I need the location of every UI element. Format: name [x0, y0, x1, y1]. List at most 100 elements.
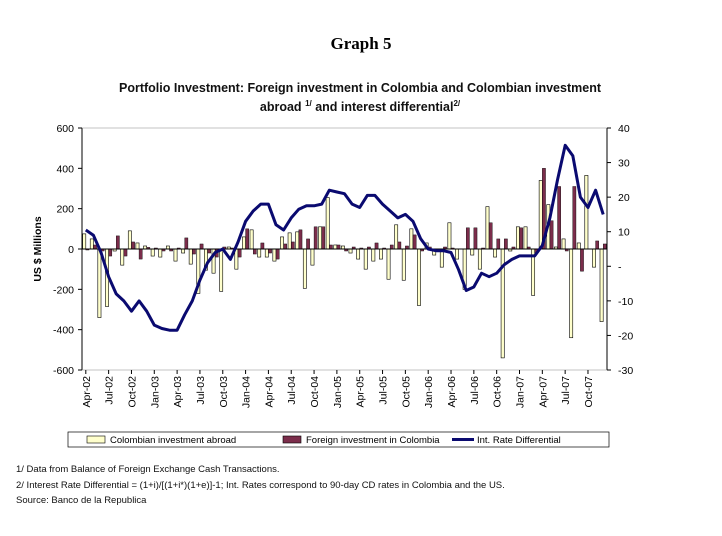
bar-colombian-investment-abroad — [455, 248, 459, 260]
right-tick-label: 10 — [618, 227, 630, 239]
bar-foreign-investment-colombia — [549, 220, 554, 250]
bar-colombian-investment-abroad — [325, 197, 330, 250]
bar-colombian-investment-abroad — [249, 229, 254, 250]
bar-colombian-investment-abroad — [371, 248, 376, 262]
bar-foreign-investment-colombia — [252, 248, 257, 255]
x-tick-label: Oct-02 — [126, 376, 138, 408]
bar-colombian-investment-abroad — [599, 248, 604, 322]
bar-foreign-investment-colombia — [268, 248, 272, 254]
x-tick-label: Oct-03 — [218, 376, 230, 408]
bar-foreign-investment-colombia — [298, 229, 303, 250]
bar-foreign-investment-colombia — [184, 237, 189, 250]
right-tick-label: 20 — [618, 192, 630, 204]
bar-foreign-investment-colombia — [496, 238, 501, 250]
left-tick-label: -600 — [53, 365, 74, 377]
bar-foreign-investment-colombia — [116, 235, 120, 250]
x-tick-label: Jul-03 — [195, 376, 207, 405]
bar-foreign-investment-colombia — [329, 244, 333, 250]
bar-colombian-investment-abroad — [219, 248, 224, 292]
bar-colombian-investment-abroad — [447, 222, 452, 250]
graph-title: Graph 5 — [330, 34, 392, 53]
bar-foreign-investment-colombia — [291, 241, 295, 250]
bar-colombian-investment-abroad — [242, 236, 246, 250]
bar-colombian-investment-abroad — [181, 248, 186, 254]
y-axis-label: US $ Millions — [32, 216, 44, 282]
bar-foreign-investment-colombia — [595, 240, 599, 250]
left-tick-label: -200 — [53, 284, 74, 296]
x-tick-label: Jan-06 — [423, 376, 435, 408]
x-tick-label: Apr-04 — [263, 376, 275, 408]
bar-colombian-investment-abroad — [188, 248, 193, 265]
bar-colombian-investment-abroad — [82, 233, 87, 250]
x-tick-label: Apr-03 — [172, 376, 184, 408]
x-tick-label: Apr-02 — [81, 376, 93, 408]
bar-colombian-investment-abroad — [318, 226, 322, 250]
bar-colombian-investment-abroad — [386, 248, 391, 280]
bar-colombian-investment-abroad — [569, 248, 574, 339]
x-tick-label: Jan-07 — [515, 376, 527, 408]
bar-foreign-investment-colombia — [138, 248, 143, 260]
bar-foreign-investment-colombia — [283, 243, 288, 250]
bar-colombian-investment-abroad — [333, 244, 338, 250]
x-tick-label: Apr-05 — [355, 376, 367, 408]
bar-colombian-investment-abroad — [493, 248, 497, 258]
bar-foreign-investment-colombia — [557, 186, 561, 250]
bar-foreign-investment-colombia — [519, 227, 523, 250]
bar-colombian-investment-abroad — [89, 238, 94, 250]
bar-colombian-investment-abroad — [257, 248, 262, 258]
x-tick-label: Oct-05 — [400, 376, 412, 408]
legend-label-line: Int. Rate Differential — [477, 435, 561, 446]
bar-foreign-investment-colombia — [336, 244, 341, 250]
bar-colombian-investment-abroad — [302, 248, 307, 289]
bar-foreign-investment-colombia — [131, 241, 135, 250]
legend-swatch-foreign — [282, 435, 302, 444]
footnote-ref-1: 1/ — [305, 99, 312, 108]
bar-colombian-investment-abroad — [295, 231, 300, 250]
x-tick-label: Oct-04 — [309, 376, 321, 408]
line-int-rate-differential — [84, 143, 605, 332]
x-tick-label: Jul-04 — [286, 376, 298, 405]
bar-colombian-investment-abroad — [584, 175, 589, 250]
bar-foreign-investment-colombia — [275, 248, 280, 260]
right-tick-label: -20 — [618, 330, 633, 342]
x-tick-label: Jul-06 — [469, 376, 481, 405]
bar-colombian-investment-abroad — [485, 206, 490, 250]
bar-foreign-investment-colombia — [473, 227, 478, 250]
bar-foreign-investment-colombia — [321, 226, 326, 250]
bar-colombian-investment-abroad — [379, 248, 383, 260]
bar-foreign-investment-colombia — [260, 242, 265, 250]
x-tick-label: Jan-03 — [149, 376, 161, 408]
bar-foreign-investment-colombia — [602, 243, 607, 250]
left-tick-label: 400 — [56, 163, 74, 175]
bar-colombian-investment-abroad — [280, 236, 284, 250]
bar-colombian-investment-abroad — [158, 248, 163, 258]
chart-subtitle-line2: abroad 1/ and interest differential2/ — [60, 99, 660, 114]
footnote-1: 1/ Data from Balance of Foreign Exchange… — [16, 464, 280, 475]
bar-foreign-investment-colombia — [397, 241, 402, 250]
bar-colombian-investment-abroad — [272, 248, 277, 262]
bar-foreign-investment-colombia — [245, 228, 249, 250]
x-tick-label: Jul-02 — [104, 376, 116, 405]
x-tick-label: Apr-06 — [446, 376, 458, 408]
right-tick-label: -30 — [618, 365, 633, 377]
bar-colombian-investment-abroad — [356, 248, 361, 260]
bar-foreign-investment-colombia — [412, 234, 417, 250]
bar-colombian-investment-abroad — [127, 230, 132, 250]
right-tick-label: 30 — [618, 158, 630, 170]
bar-foreign-investment-colombia — [93, 244, 97, 250]
bar-colombian-investment-abroad — [150, 248, 155, 257]
left-tick-label: 0 — [68, 244, 74, 256]
chart-subtitle-line1: Portfolio Investment: Foreign investment… — [119, 81, 601, 95]
bar-foreign-investment-colombia — [199, 243, 204, 250]
left-tick-label: 200 — [56, 204, 74, 216]
bar-colombian-investment-abroad — [310, 248, 315, 266]
bar-foreign-investment-colombia — [192, 248, 196, 255]
legend-label-abroad: Colombian investment abroad — [110, 435, 236, 446]
bar-colombian-investment-abroad — [363, 248, 368, 270]
legend — [67, 431, 610, 448]
bar-colombian-investment-abroad — [409, 228, 414, 250]
bar-colombian-investment-abroad — [515, 226, 520, 250]
bar-foreign-investment-colombia — [580, 248, 584, 272]
bar-colombian-investment-abroad — [470, 248, 475, 256]
